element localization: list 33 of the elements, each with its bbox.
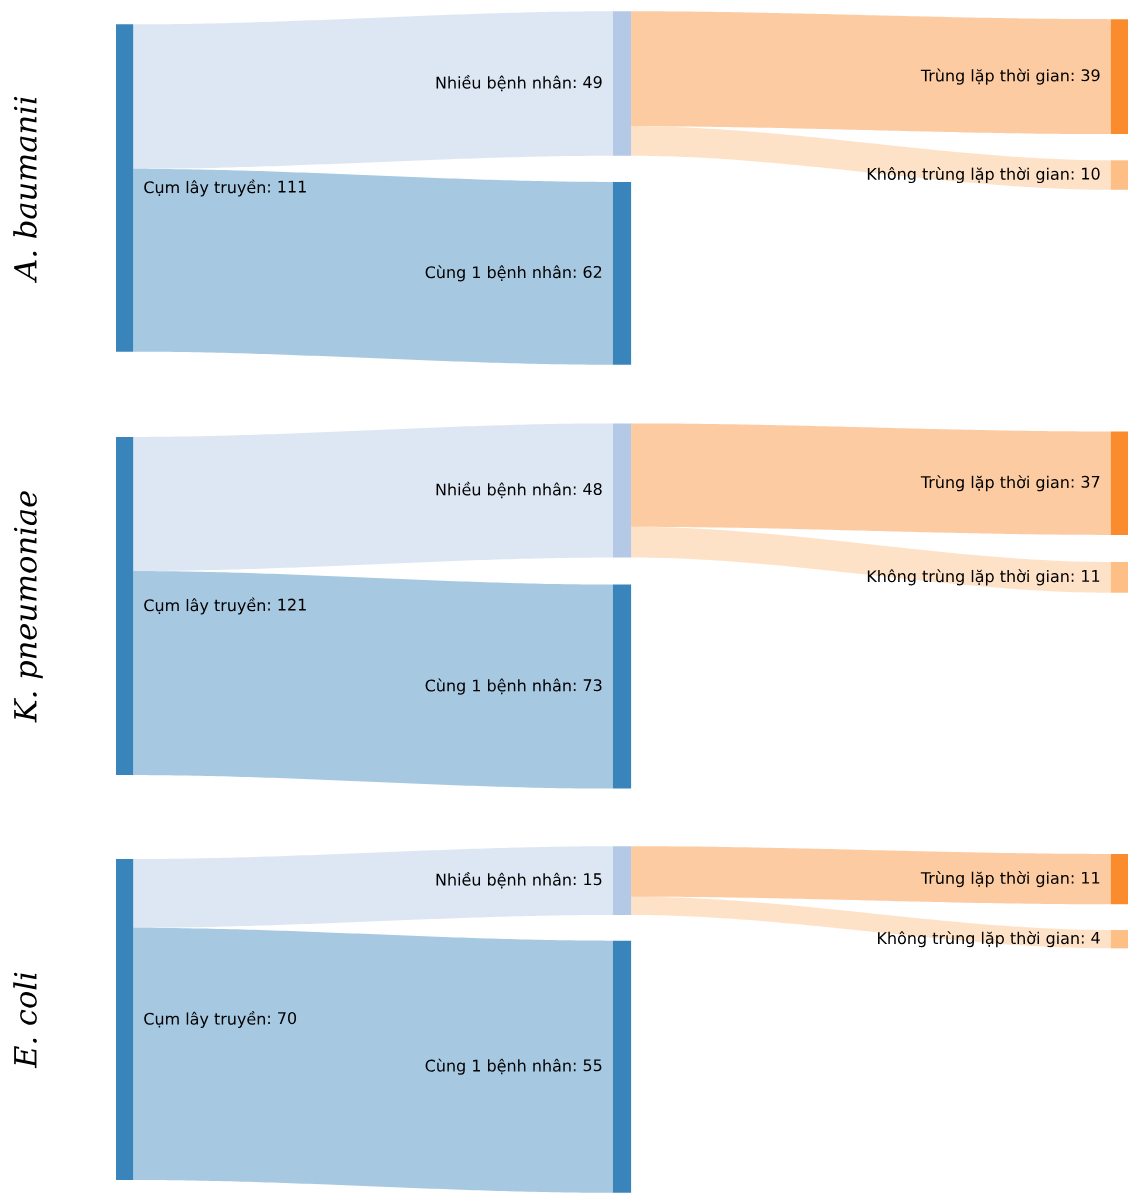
data-label: : 15 <box>573 873 602 886</box>
category-label: Cùng 1 bệnh nhân <box>425 1058 571 1075</box>
category-label: Cụm lây truyền <box>144 179 265 197</box>
category-label: Nhiều bệnh nhân <box>436 74 571 92</box>
data-label: : 10 <box>1071 167 1100 180</box>
category-label: Trùng lặp thời gian <box>920 871 1069 888</box>
category-label: Cụm lây truyền <box>144 1011 265 1028</box>
data-label: : 111 <box>268 180 306 193</box>
data-label: : 73 <box>573 679 602 692</box>
data-label: : 70 <box>268 1012 297 1025</box>
data-label: : 37 <box>1071 475 1100 488</box>
category-label: Cụm lây truyền <box>144 597 265 615</box>
category-label: Trùng lặp thời gian <box>920 68 1069 85</box>
category-label: Nhiều bệnh nhân <box>436 481 571 499</box>
category-label: Không trùng lặp thời gian <box>878 931 1079 948</box>
data-label: : 39 <box>1071 69 1100 82</box>
data-label: : 11 <box>1071 570 1100 582</box>
data-label: : 4 <box>1081 931 1100 944</box>
text: E. coli <box>13 972 37 1069</box>
category-label: Không trùng lặp thời gian <box>867 166 1069 184</box>
category-label: Cùng 1 bệnh nhân <box>425 678 571 695</box>
category-label: Không trùng lặp thời gian <box>867 569 1069 586</box>
data-label: : 55 <box>573 1059 602 1072</box>
data-label: : 62 <box>573 265 602 278</box>
data-label: : 48 <box>573 483 602 496</box>
category-label: Cùng 1 bệnh nhân <box>425 265 571 282</box>
data-label: : 11 <box>1071 871 1100 884</box>
data-label: : 49 <box>573 76 602 89</box>
category-label: Nhiều bệnh nhân <box>436 871 571 889</box>
text: K. pneumoniae <box>13 491 43 723</box>
data-label: : 121 <box>268 598 306 611</box>
category-label: Trùng lặp thời gian <box>920 475 1069 492</box>
text: A. baumanii <box>13 96 37 284</box>
